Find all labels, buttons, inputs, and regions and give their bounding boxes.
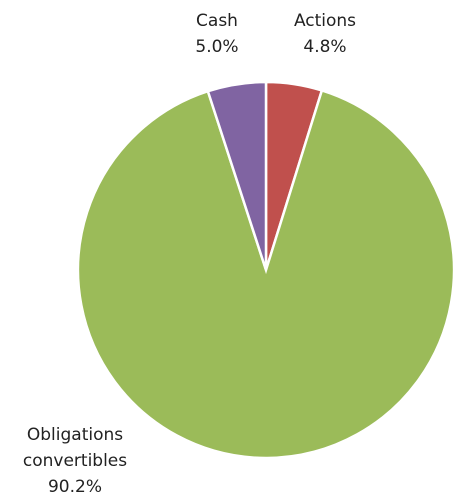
slice-name: Cash [196,11,238,31]
slice-name: Obligations convertibles [22,425,128,471]
slice-value: 90.2% [47,477,102,497]
data-label: Actions 4.8% [260,8,390,60]
pie-slice [206,80,268,271]
slice-value: 4.8% [303,37,347,57]
data-label: Obligations convertibles 90.2% [20,422,130,498]
pie-slice [76,88,453,460]
slice-value: 5.0% [195,37,239,57]
data-label: Cash 5.0% [152,8,282,60]
slice-name: Actions [293,11,357,31]
